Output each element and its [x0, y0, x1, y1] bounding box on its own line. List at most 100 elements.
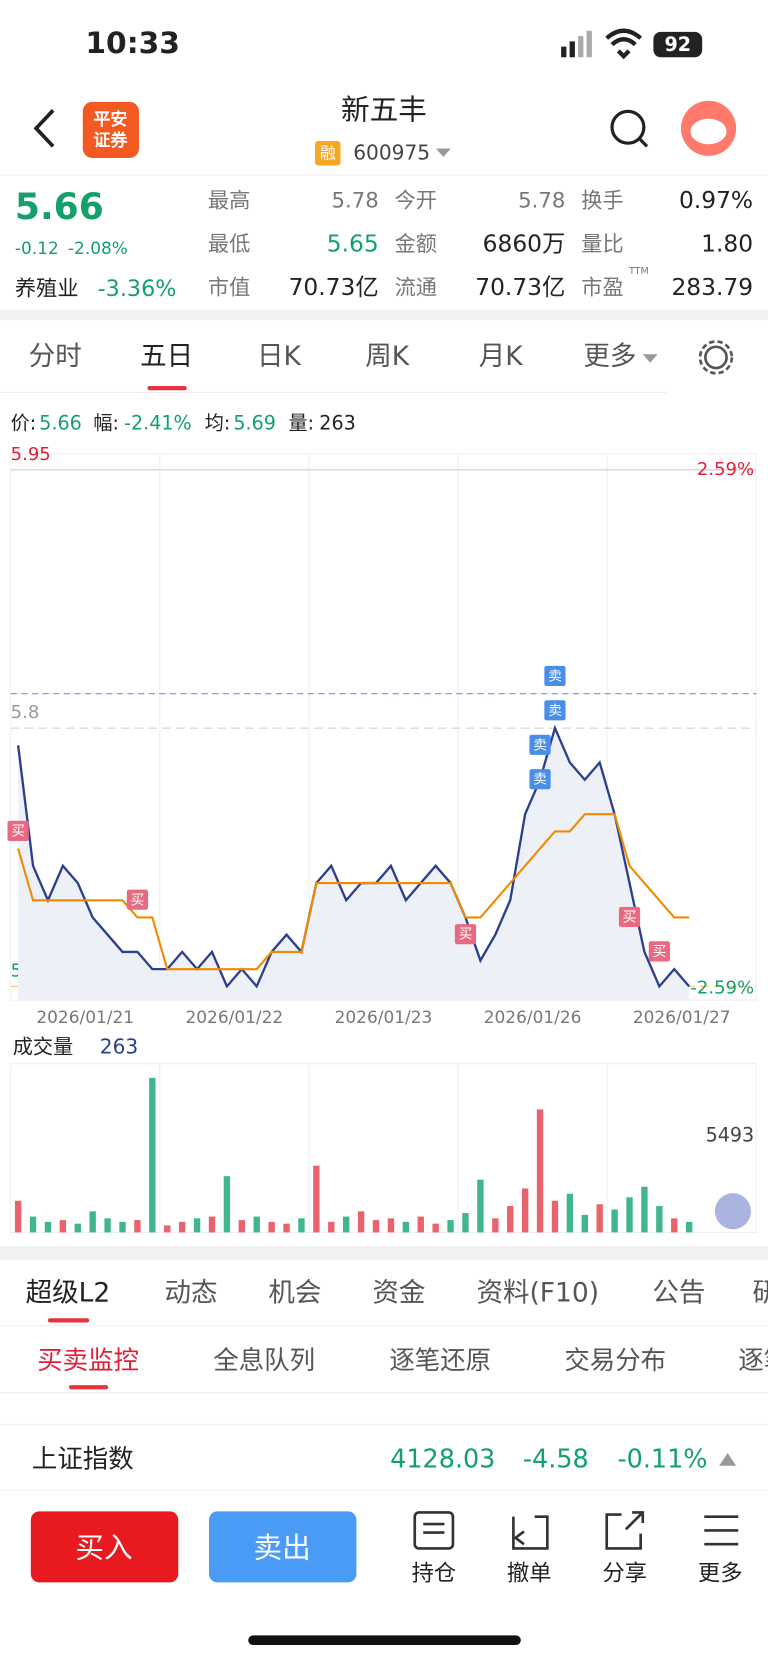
field-label: 金额	[395, 232, 437, 257]
buy-button[interactable]	[30, 1511, 179, 1583]
marker-box	[529, 734, 551, 755]
tab-active[interactable]: 五日	[140, 341, 193, 372]
volume-bar	[29, 1216, 37, 1233]
volume-bar	[253, 1216, 260, 1233]
field-value: 70.73亿	[289, 273, 379, 301]
y2-tick-label: -2.59%	[690, 977, 754, 998]
marker-label: 买	[652, 944, 666, 960]
subtab[interactable]: 逐笔还原	[389, 1346, 491, 1376]
index-change: -4.58	[523, 1444, 589, 1474]
volume-bar	[164, 1225, 171, 1233]
section-tab[interactable]: 动态	[164, 1277, 217, 1308]
tool-icon	[423, 1522, 445, 1534]
section-tab[interactable]: 公告	[652, 1277, 705, 1308]
volume-bar	[44, 1221, 52, 1233]
volume-bar	[283, 1223, 290, 1233]
trade-marker: 卖	[529, 769, 551, 790]
trade-marker: 卖	[544, 700, 566, 721]
marker-label: 买	[623, 909, 637, 925]
tool-label: 撤单	[507, 1560, 552, 1586]
field-value: 5.78	[331, 189, 378, 214]
marker-box	[544, 700, 566, 721]
tool-icon[interactable]	[704, 1515, 739, 1546]
field-value: 5.65	[327, 229, 379, 257]
trade-marker: 买	[618, 906, 641, 928]
tool-label: 更多	[698, 1560, 743, 1586]
volume-bar	[268, 1221, 275, 1233]
marker-box	[126, 889, 149, 910]
x-tick-label: 2026/01/27	[633, 1007, 731, 1027]
dropdown[interactable]	[435, 148, 451, 157]
trade-marker: 买	[126, 889, 149, 910]
dropdown	[642, 354, 658, 363]
volume-bar	[477, 1179, 484, 1233]
section-tab[interactable]: 研	[753, 1277, 768, 1308]
price: 5.66	[15, 186, 104, 228]
field-label: 最高	[208, 189, 250, 214]
stock-name: 新五丰	[341, 92, 427, 126]
tool-icon[interactable]	[605, 1511, 645, 1550]
subtab[interactable]: 交易分布	[564, 1346, 666, 1376]
tool-icon[interactable]	[512, 1515, 549, 1550]
x-tick-label: 2026/01/23	[335, 1007, 433, 1027]
logo-text: 平安	[93, 109, 127, 129]
volume-bar	[507, 1206, 514, 1233]
field-value: 5.78	[518, 189, 565, 214]
sell-button[interactable]	[209, 1511, 357, 1583]
volume-current: 263	[100, 1034, 138, 1058]
tab[interactable]: 日K	[257, 341, 302, 372]
logo	[82, 101, 140, 159]
fullscreen-button[interactable]	[714, 1193, 751, 1230]
section-tab[interactable]: 资金	[372, 1277, 425, 1308]
volume-bar	[521, 1188, 529, 1233]
volume-frame	[10, 1063, 757, 1233]
volume-bar	[432, 1223, 439, 1233]
tab[interactable]: 更多	[583, 341, 636, 372]
volume-bar	[462, 1213, 469, 1233]
marker-label: 卖	[548, 668, 562, 684]
section-tab[interactable]: 资料(F10)	[476, 1277, 599, 1308]
subtab[interactable]: 全息队列	[213, 1346, 315, 1376]
volume-bar	[536, 1109, 544, 1233]
settings[interactable]	[704, 345, 728, 370]
volume-bar	[372, 1220, 380, 1233]
volume-bar	[134, 1220, 141, 1233]
x-tick-label: 2026/01/21	[36, 1007, 134, 1027]
subtab[interactable]: 逐笔	[738, 1346, 768, 1376]
tool-label: 持仓	[412, 1560, 457, 1586]
tag	[315, 141, 341, 166]
marker-label: 卖	[533, 737, 547, 753]
index-value: 4128.03	[390, 1444, 495, 1474]
tab[interactable]: 月K	[479, 341, 524, 372]
buy-label: 买入	[75, 1531, 132, 1565]
expand[interactable]	[719, 1453, 737, 1466]
tab[interactable]: 周K	[365, 341, 410, 372]
section-tab[interactable]: 机会	[268, 1277, 321, 1308]
y-tick-label: 5.8	[11, 702, 40, 723]
price-area	[18, 728, 690, 1001]
section-tab-active[interactable]: 超级L2	[26, 1277, 111, 1308]
tool-icon[interactable]	[413, 1511, 455, 1550]
time: 10:33	[85, 26, 180, 61]
search[interactable]	[610, 109, 646, 145]
subtab-active[interactable]: 买卖监控	[37, 1346, 139, 1376]
volume-bar	[581, 1214, 588, 1233]
field-label: 市盈	[581, 275, 623, 300]
info-label: 均:	[205, 412, 231, 435]
band	[0, 1246, 768, 1260]
band	[0, 309, 768, 321]
home-indicator	[248, 1635, 521, 1645]
tab[interactable]: 分时	[29, 341, 82, 372]
x-tick-label: 2026/01/26	[484, 1007, 582, 1027]
volume-bar	[641, 1186, 648, 1233]
volume-bar	[551, 1200, 559, 1233]
signal	[569, 41, 575, 58]
change-pct: -2.08%	[68, 238, 128, 258]
index-pct: -0.11%	[617, 1444, 707, 1474]
volume-bar	[89, 1211, 96, 1233]
field-label: 市值	[208, 275, 250, 300]
tool-label: 分享	[602, 1560, 647, 1586]
volume-bar	[74, 1223, 81, 1233]
back[interactable]	[33, 109, 55, 148]
change: -0.12	[15, 238, 59, 258]
